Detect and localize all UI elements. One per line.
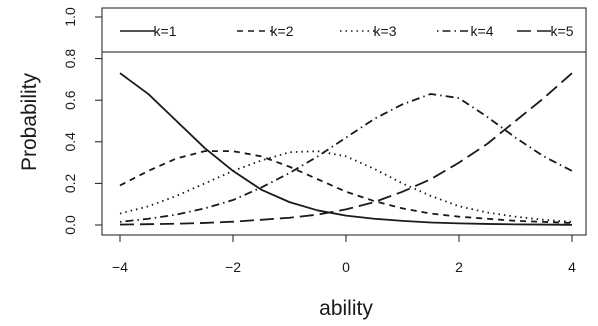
x-axis: −4 −2 0 2 4: [112, 234, 576, 275]
series-line-k3: [119, 150, 573, 223]
y-tick-label: 0.6: [62, 90, 78, 110]
series-line-k5: [119, 72, 573, 226]
series-line-k4: [119, 93, 573, 223]
y-tick-label: 0.0: [62, 215, 78, 235]
legend-label-k1: k=1: [154, 23, 177, 39]
series-line-k2: [119, 150, 573, 224]
series-line-k1: [119, 72, 573, 226]
legend-label-k4: k=4: [471, 23, 494, 39]
y-tick-label: 1.0: [62, 7, 78, 27]
y-axis: 0.0 0.2 0.4 0.6 0.8 1.0: [62, 7, 103, 235]
legend: k=1 k=2 k=3 k=4 k=5: [101, 7, 587, 53]
x-tick-label: 4: [568, 259, 576, 275]
legend-box: [101, 7, 587, 53]
y-tick-label: 0.2: [62, 173, 78, 193]
x-tick-label: 0: [342, 259, 350, 275]
x-tick-label: 2: [455, 259, 463, 275]
x-axis-title: ability: [319, 297, 373, 320]
legend-label-k2: k=2: [271, 23, 294, 39]
x-tick-label: −2: [225, 259, 241, 275]
legend-label-k3: k=3: [374, 23, 397, 39]
series-lines: [119, 72, 573, 226]
legend-label-k5: k=5: [551, 23, 574, 39]
y-axis-title: Probability: [18, 72, 41, 171]
y-tick-label: 0.8: [62, 49, 78, 69]
x-tick-label: −4: [112, 259, 128, 275]
y-tick-label: 0.4: [62, 132, 78, 152]
